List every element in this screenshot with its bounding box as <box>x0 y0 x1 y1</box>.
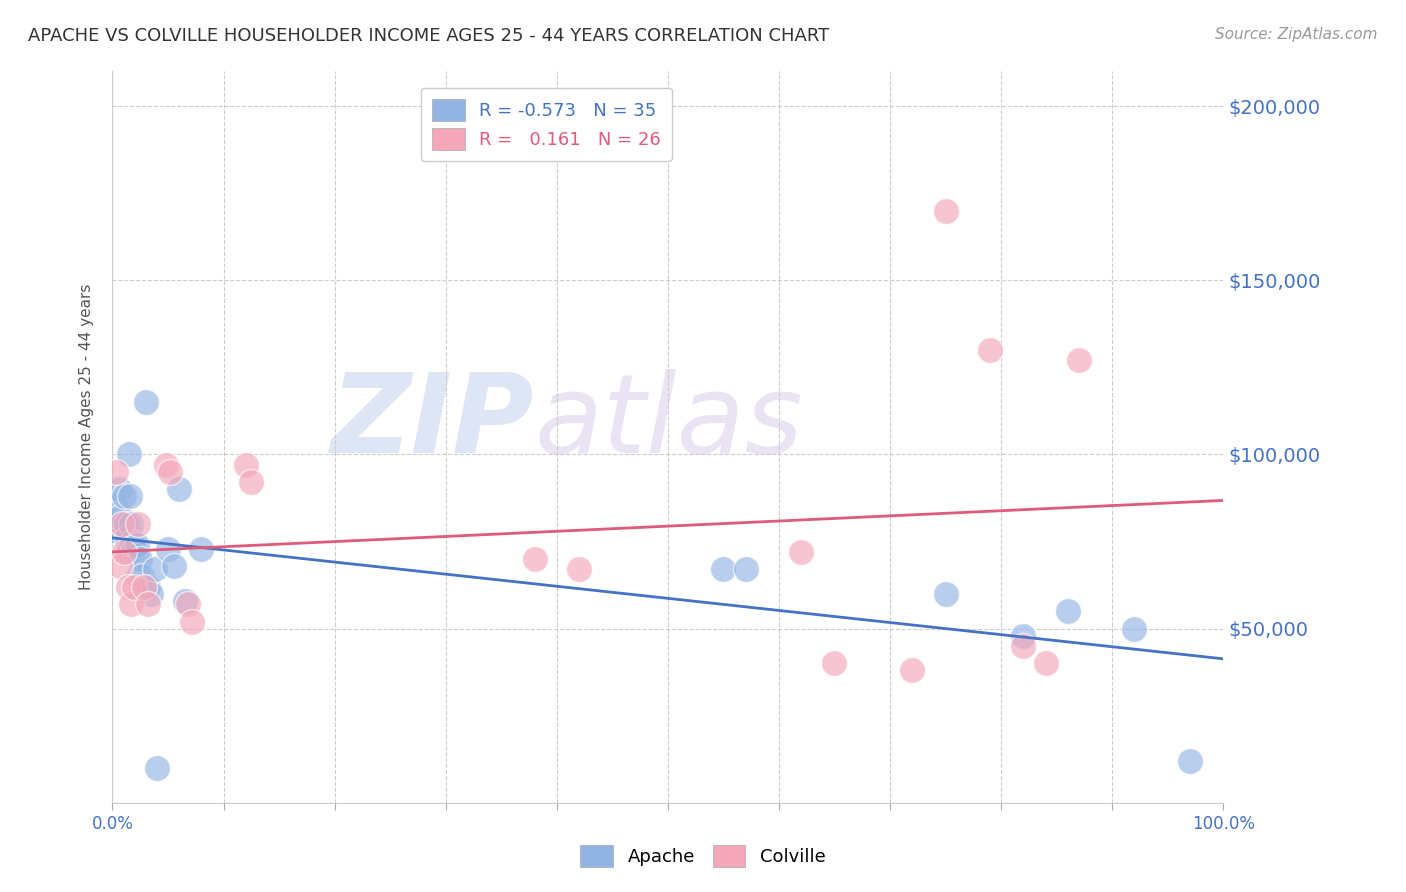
Point <box>141 587 163 601</box>
Point <box>115 531 138 545</box>
Point <box>108 483 131 497</box>
Point <box>121 534 143 549</box>
Point <box>713 562 735 576</box>
Point <box>117 545 139 559</box>
Point <box>122 580 145 594</box>
Point <box>104 465 127 479</box>
Text: Source: ZipAtlas.com: Source: ZipAtlas.com <box>1215 27 1378 42</box>
Point <box>155 458 177 472</box>
Point <box>734 562 756 576</box>
Point <box>173 594 195 608</box>
Point <box>1012 629 1035 643</box>
Point <box>181 615 204 629</box>
Point <box>568 562 591 576</box>
Point <box>132 580 155 594</box>
Text: ZIP: ZIP <box>330 369 534 476</box>
Point <box>131 569 153 583</box>
Point <box>129 552 152 566</box>
Point <box>935 587 957 601</box>
Point <box>110 510 132 524</box>
Point <box>1067 353 1090 368</box>
Point <box>111 517 134 532</box>
Point <box>157 541 180 556</box>
Point <box>167 483 190 497</box>
Point <box>136 597 159 611</box>
Point <box>135 395 157 409</box>
Point <box>127 569 149 583</box>
Point <box>112 489 135 503</box>
Point <box>143 562 166 576</box>
Point <box>177 597 200 611</box>
Point <box>979 343 1001 357</box>
Point <box>901 664 924 678</box>
Point <box>117 580 139 594</box>
Point <box>824 657 846 671</box>
Point <box>1123 622 1146 636</box>
Point <box>1035 657 1057 671</box>
Point <box>125 538 148 552</box>
Point <box>104 524 127 538</box>
Point <box>120 489 142 503</box>
Point <box>1056 604 1078 618</box>
Point <box>110 558 132 573</box>
Point <box>790 545 813 559</box>
Text: atlas: atlas <box>534 369 803 476</box>
Point <box>159 465 181 479</box>
Point <box>136 580 159 594</box>
Point <box>240 475 263 490</box>
Point <box>523 552 546 566</box>
Text: APACHE VS COLVILLE HOUSEHOLDER INCOME AGES 25 - 44 YEARS CORRELATION CHART: APACHE VS COLVILLE HOUSEHOLDER INCOME AG… <box>28 27 830 45</box>
Point <box>1178 754 1201 768</box>
Point <box>125 549 148 563</box>
Point <box>190 541 212 556</box>
Legend: R = -0.573   N = 35, R =   0.161   N = 26: R = -0.573 N = 35, R = 0.161 N = 26 <box>422 87 672 161</box>
Point <box>120 517 142 532</box>
Point <box>104 500 127 514</box>
Point <box>162 558 184 573</box>
Point <box>146 761 169 775</box>
Point <box>122 541 145 556</box>
Legend: Apache, Colville: Apache, Colville <box>574 838 832 874</box>
Point <box>935 203 957 218</box>
Point <box>127 517 149 532</box>
Point <box>114 517 136 532</box>
Y-axis label: Householder Income Ages 25 - 44 years: Householder Income Ages 25 - 44 years <box>79 284 94 591</box>
Point <box>1012 639 1035 653</box>
Point <box>120 597 142 611</box>
Point <box>118 448 141 462</box>
Point <box>235 458 257 472</box>
Point <box>112 545 135 559</box>
